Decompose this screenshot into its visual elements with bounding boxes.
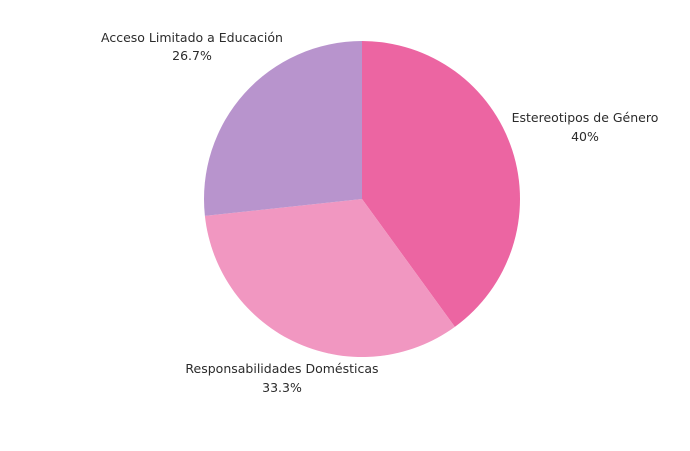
- slice-label-acceso: Acceso Limitado a Educación: [101, 30, 283, 45]
- slice-responsabilidades: [204, 199, 455, 357]
- slice-value-acceso: 26.7%: [172, 48, 212, 63]
- slice-label-responsabilidades: Responsabilidades Domésticas: [185, 361, 378, 376]
- slice-estereotipos: [362, 41, 521, 327]
- slice-value-estereotipos: 40%: [571, 129, 599, 144]
- pie-slices: [204, 41, 521, 357]
- slice-value-responsabilidades: 33.3%: [262, 380, 302, 395]
- pie-labels: Estereotipos de Género 40% Responsabilid…: [101, 30, 658, 395]
- slice-label-estereotipos: Estereotipos de Género: [512, 110, 659, 125]
- slice-acceso: [204, 41, 362, 216]
